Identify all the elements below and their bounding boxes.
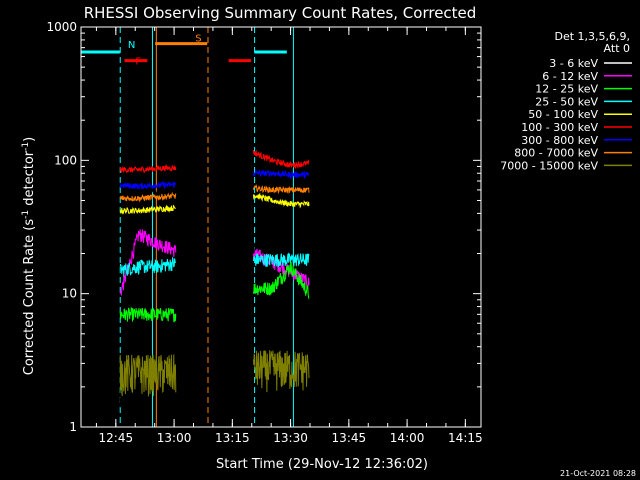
legend-label: 100 - 300 keV: [521, 121, 598, 134]
plot-frame: [80, 26, 482, 428]
x-tick-label: 13:45: [332, 431, 367, 445]
series-trace: [252, 350, 310, 393]
y-label-sup-1: -1: [21, 210, 31, 219]
x-tick-label: 13:30: [273, 431, 308, 445]
y-label-mid: detector: [22, 150, 37, 210]
series-trace: [252, 252, 310, 268]
legend-title: Det 1,3,5,6,9,: [554, 30, 630, 43]
x-axis-label: Start Time (29-Nov-12 12:36:02): [216, 457, 428, 472]
series-trace: [252, 192, 310, 209]
series-trace: [252, 184, 310, 195]
series-trace: [119, 191, 177, 203]
legend-label: 6 - 12 keV: [542, 70, 598, 83]
legend-label: 3 - 6 keV: [549, 57, 598, 70]
y-axis-label: Corrected Count Rate (s-1 detector-1): [21, 137, 37, 375]
x-tick-label: 12:45: [99, 431, 134, 445]
legend-label: 300 - 800 keV: [521, 134, 598, 147]
y-tick-label: 10: [62, 287, 77, 301]
y-label-end: ): [22, 137, 37, 142]
chart-title: RHESSI Observing Summary Count Rates, Co…: [84, 4, 477, 22]
y-tick-label: 1000: [46, 20, 77, 34]
y-label-sup-2: -1: [21, 142, 31, 151]
plot-area: N S F: [81, 27, 310, 427]
footer-date: 21-Oct-2021 08:28: [560, 469, 636, 478]
series-trace: [252, 149, 310, 170]
y-tick-label: 100: [54, 153, 77, 167]
series-trace: [252, 261, 310, 299]
flag-label-f: F: [135, 57, 141, 68]
x-tick-label: 13:15: [215, 431, 250, 445]
legend-label: 800 - 7000 keV: [514, 147, 598, 160]
series-trace: [119, 256, 176, 277]
legend-label: 50 - 100 keV: [528, 108, 598, 121]
series-trace: [119, 163, 177, 173]
y-tick-label: 1: [69, 420, 77, 434]
x-tick-label: 13:00: [157, 431, 192, 445]
legend-label: 12 - 25 keV: [535, 83, 598, 96]
legend-label: 7000 - 15000 keV: [500, 159, 598, 172]
y-label-main: Corrected Count Rate (s: [22, 219, 37, 376]
x-tick-label: 14:15: [448, 431, 483, 445]
flag-label-n: N: [128, 40, 135, 51]
legend-subtitle: Att 0: [604, 42, 630, 55]
legend-label: 25 - 50 keV: [535, 95, 598, 108]
x-tick-label: 14:00: [390, 431, 425, 445]
axes: 12:45 13:00 13:15 13:30 13:45 14:00 14:15 1 10 10…: [46, 20, 482, 445]
series-trace: [119, 204, 176, 215]
series-trace: [252, 169, 310, 180]
series-trace: [119, 354, 177, 397]
series-trace: [119, 306, 177, 323]
flag-label-s: S: [195, 34, 201, 45]
series-trace: [119, 180, 176, 190]
